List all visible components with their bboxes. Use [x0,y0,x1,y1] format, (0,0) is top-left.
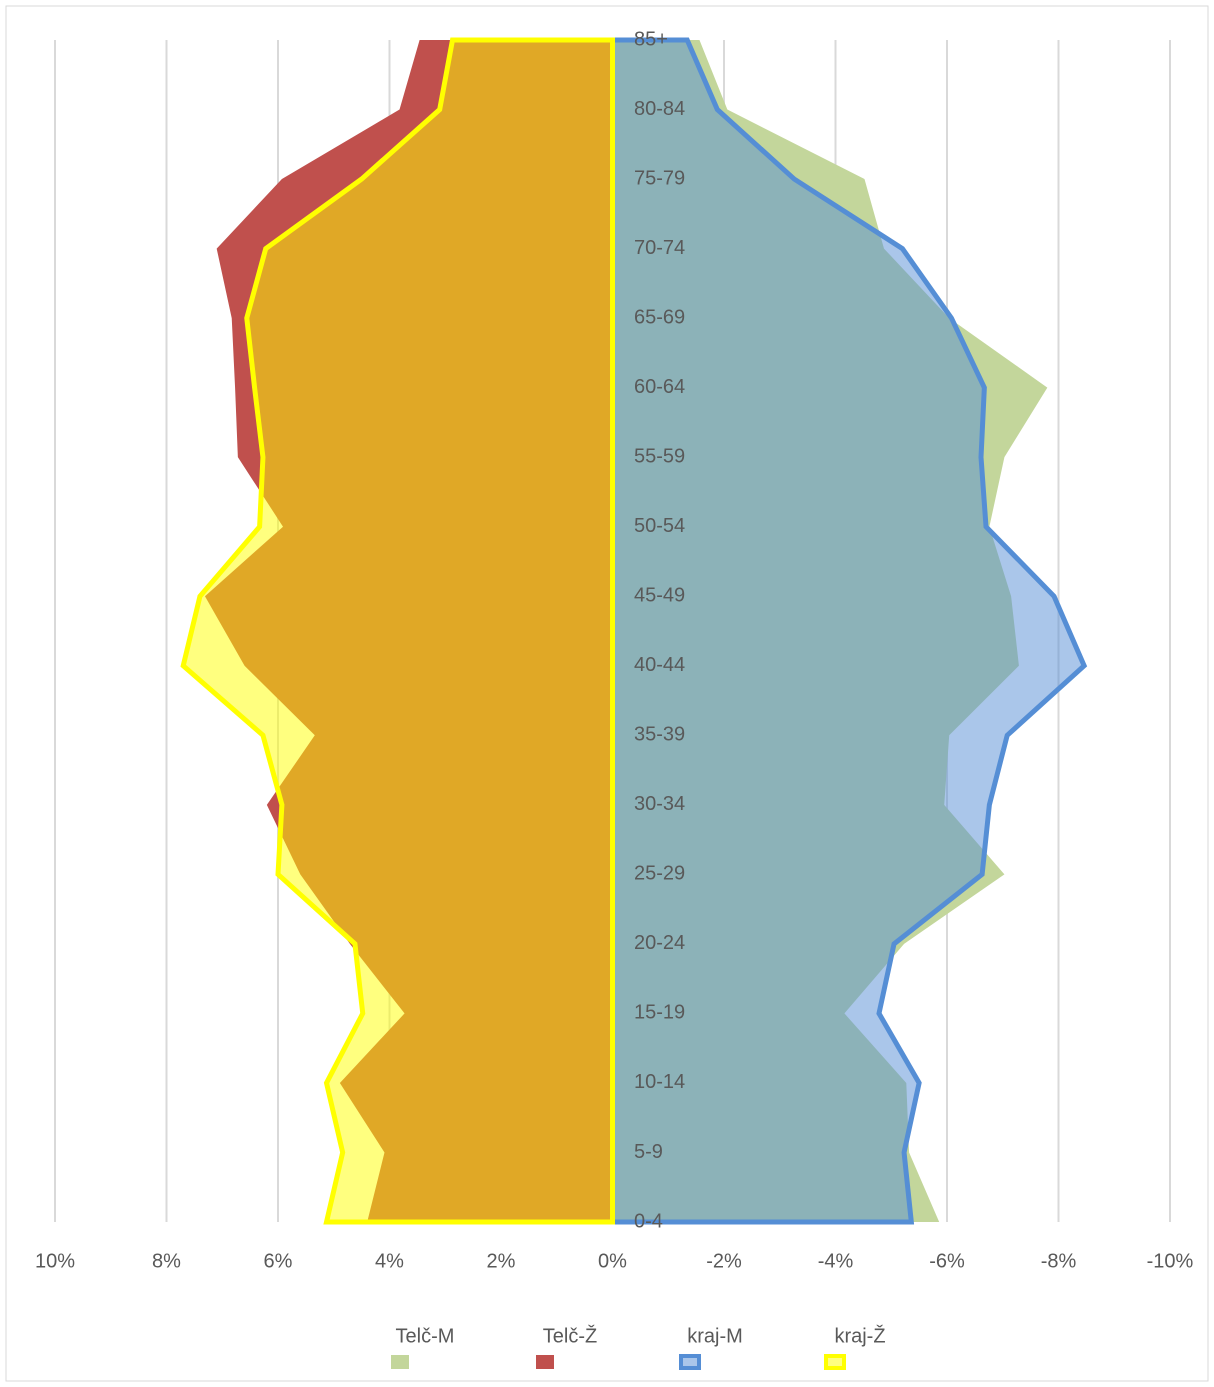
x-tick-label: 8% [152,1250,181,1272]
y-tick-label: 55-59 [634,445,685,467]
y-tick-label: 30-34 [634,793,685,815]
x-tick-label: -4% [818,1250,854,1272]
y-tick-label: 50-54 [634,515,685,537]
y-tick-label: 15-19 [634,1002,685,1024]
legend-label: kraj-M [687,1325,743,1347]
legend-label: Telč-Ž [543,1324,597,1347]
y-tick-label: 40-44 [634,654,685,676]
y-tick-label: 60-64 [634,376,685,398]
x-tick-label: -6% [929,1250,965,1272]
y-tick-label: 65-69 [634,306,685,328]
y-tick-label: 70-74 [634,237,685,259]
x-tick-label: -2% [706,1250,742,1272]
x-tick-label: -8% [1041,1250,1077,1272]
x-tick-label: 10% [35,1250,75,1272]
legend-label: Telč-M [396,1325,455,1347]
y-tick-label: 0-4 [634,1210,663,1232]
x-tick-label: 2% [487,1250,516,1272]
legend-swatch [391,1355,409,1369]
legend-swatch [824,1354,846,1370]
legend-label: kraj-Ž [834,1324,885,1347]
y-tick-label: 80-84 [634,98,685,120]
series-area [610,37,1088,1225]
x-tick-label: 6% [264,1250,293,1272]
y-tick-label: 10-14 [634,1071,685,1093]
y-tick-label: 75-79 [634,167,685,189]
legend-swatch [536,1355,554,1369]
y-tick-label: 25-29 [634,863,685,885]
x-tick-label: 4% [375,1250,404,1272]
series-area [180,37,615,1225]
y-tick-label: 45-49 [634,585,685,607]
y-tick-label: 20-24 [634,932,685,954]
x-tick-label: -10% [1147,1250,1194,1272]
y-tick-label: 85+ [634,28,668,50]
legend-swatch [679,1354,701,1370]
x-tick-label: 0% [598,1250,627,1272]
y-tick-label: 5-9 [634,1141,663,1163]
y-tick-label: 35-39 [634,724,685,746]
